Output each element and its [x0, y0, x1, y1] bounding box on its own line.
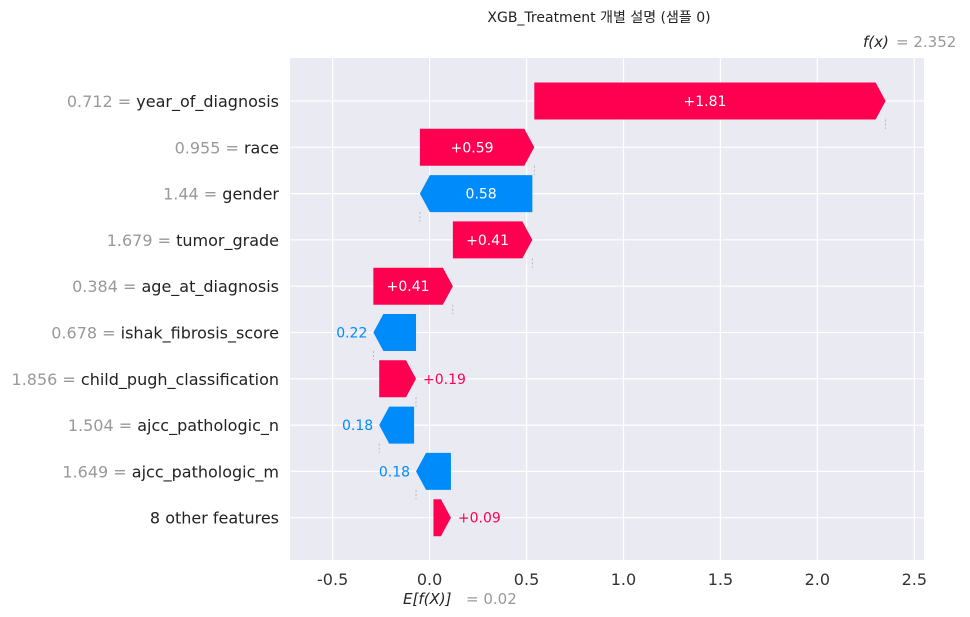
feature-value: 0.384 = — [72, 277, 141, 296]
feature-label: 0.712 = year_of_diagnosis — [67, 92, 279, 112]
feature-name: 8 other features — [150, 509, 279, 528]
shap-bar-positive — [452, 221, 533, 259]
shap-bar-negative — [416, 452, 451, 490]
bar-value-label: +0.59 — [451, 140, 494, 156]
chart-title: XGB_Treatment 개별 설명 (샘플 0) — [487, 10, 710, 26]
x-tick-label: 1.0 — [611, 570, 636, 589]
feature-label: 8 other features — [150, 509, 279, 528]
feature-value: 0.955 = — [175, 138, 244, 157]
x-tick-label: 1.5 — [708, 570, 733, 589]
feature-label: 0.384 = age_at_diagnosis — [72, 277, 279, 297]
feature-value: 0.678 = — [51, 324, 120, 343]
shap-bar-positive — [419, 128, 535, 166]
shap-bar-negative — [379, 406, 415, 444]
feature-label: 1.504 = ajcc_pathologic_n — [68, 416, 279, 436]
feature-name: gender — [222, 185, 279, 204]
feature-name: age_at_diagnosis — [142, 277, 280, 297]
base-value: = 0.02 — [466, 590, 517, 608]
feature-name: ajcc_pathologic_m — [132, 462, 279, 482]
feature-value: 1.856 = — [12, 370, 81, 389]
shap-bar-positive — [534, 82, 886, 120]
feature-name: ishak_fibrosis_score — [121, 324, 279, 344]
bar-value-label: +0.41 — [466, 233, 509, 249]
bars — [373, 82, 886, 537]
bar-value-label: +1.81 — [683, 94, 726, 110]
bar-labels: +1.81 +0.59 0.58 +0.41 +0.41 0.22 +0.19 0.18 0.1… — [336, 94, 726, 527]
feature-name: child_pugh_classification — [81, 370, 279, 390]
x-tick-label: 0.0 — [417, 570, 442, 589]
feature-value: 1.44 = — [163, 185, 222, 204]
shap-bar-positive — [379, 360, 417, 398]
feature-name: race — [244, 138, 279, 157]
x-tick-label: 0.5 — [514, 570, 539, 589]
bar-value-label: +0.19 — [423, 372, 466, 388]
feature-label: 1.44 = gender — [163, 185, 279, 204]
base-annotation: E[f(X)] = 0.02 — [403, 590, 517, 608]
feature-name: tumor_grade — [176, 231, 279, 251]
plot-area — [290, 58, 924, 560]
feature-value: 1.649 = — [62, 462, 131, 481]
x-tick-labels: -0.5 0.0 0.5 1.0 1.5 2.0 2.5 — [317, 570, 927, 589]
fx-label: f(x) — [863, 33, 889, 51]
feature-value: 1.504 = — [68, 416, 137, 435]
feature-value: 1.679 = — [107, 231, 176, 250]
x-tick-label: 2.0 — [805, 570, 830, 589]
bar-value-label: +0.41 — [387, 279, 430, 295]
fx-annotation: f(x) = 2.352 — [863, 33, 956, 51]
shap-bar-negative — [419, 175, 533, 213]
bar-value-label: +0.09 — [458, 511, 501, 527]
feature-label: 0.955 = race — [175, 138, 279, 157]
bar-value-label: 0.18 — [379, 464, 410, 480]
bar-value-label: 0.18 — [342, 418, 373, 434]
fx-value: = 2.352 — [896, 33, 956, 51]
bar-value-label: 0.58 — [466, 187, 497, 203]
x-tick-label: 2.5 — [902, 570, 927, 589]
bar-value-label: 0.22 — [336, 326, 367, 342]
feature-label: 0.678 = ishak_fibrosis_score — [51, 324, 279, 344]
shap-bar-positive — [373, 267, 453, 305]
feature-labels: 0.712 = year_of_diagnosis 0.955 = race 1.4… — [12, 92, 280, 528]
feature-label: 1.856 = child_pugh_classification — [12, 370, 279, 390]
feature-name: ajcc_pathologic_n — [137, 416, 279, 436]
connector-lines — [372, 119, 887, 500]
shap-bar-positive — [433, 499, 451, 537]
shap-bar-negative — [373, 314, 417, 351]
feature-label: 1.649 = ajcc_pathologic_m — [62, 462, 279, 482]
feature-label: 1.679 = tumor_grade — [107, 231, 279, 251]
feature-name: year_of_diagnosis — [136, 92, 279, 112]
x-tick-label: -0.5 — [317, 570, 348, 589]
feature-value: 0.712 = — [67, 92, 136, 111]
base-label: E[f(X)] — [403, 590, 452, 608]
